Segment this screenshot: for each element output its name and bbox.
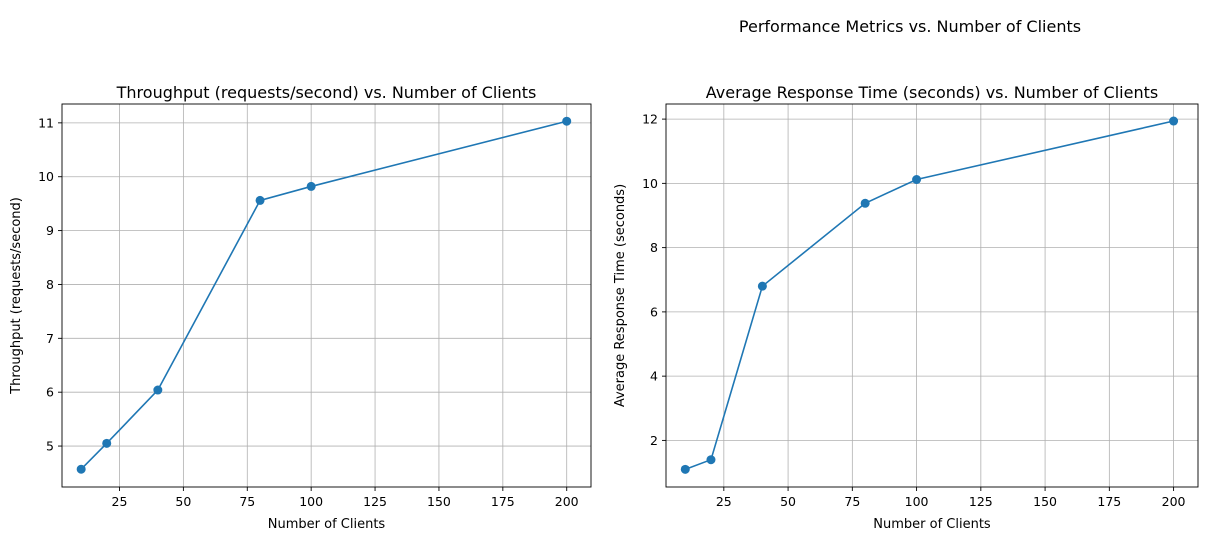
response-time-ytick-label-8: 8 xyxy=(650,240,658,255)
response-time-xlabel: Number of Clients xyxy=(873,517,991,532)
response-time-xtick-label-125: 125 xyxy=(969,494,993,509)
throughput-xtick-label-200: 200 xyxy=(555,494,579,509)
throughput-point-100 xyxy=(306,181,316,191)
throughput-xtick-label-100: 100 xyxy=(299,494,323,509)
response-time-point-200 xyxy=(1169,116,1179,126)
throughput-xtick-label-125: 125 xyxy=(363,494,387,509)
response-time-ytick-label-2: 2 xyxy=(650,433,658,448)
response-time-point-20 xyxy=(706,455,716,465)
response-time-ylabel: Average Response Time (seconds) xyxy=(613,184,628,407)
throughput-xtick-label-50: 50 xyxy=(175,494,191,509)
response-time-xtick-label-50: 50 xyxy=(780,494,796,509)
response-time-xtick-label-75: 75 xyxy=(844,494,860,509)
response-time-xtick-label-25: 25 xyxy=(716,494,732,509)
throughput-xtick-label-75: 75 xyxy=(239,494,255,509)
response-time-ytick-label-4: 4 xyxy=(650,369,658,384)
throughput-xtick-label-175: 175 xyxy=(491,494,515,509)
throughput-title: Throughput (requests/second) vs. Number … xyxy=(116,83,537,102)
response-time-ytick-label-10: 10 xyxy=(642,176,658,191)
response-time-point-10 xyxy=(680,464,690,474)
throughput-xtick-label-150: 150 xyxy=(427,494,451,509)
response-time-xtick-label-100: 100 xyxy=(905,494,929,509)
throughput-xtick-label-25: 25 xyxy=(112,494,128,509)
throughput-ylabel: Throughput (requests/second) xyxy=(9,197,24,395)
response-time-point-100 xyxy=(912,175,922,185)
figure-suptitle: Performance Metrics vs. Number of Client… xyxy=(739,17,1081,36)
response-time-ytick-label-12: 12 xyxy=(642,112,658,127)
throughput-ytick-label-7: 7 xyxy=(46,331,54,346)
response-time-xtick-label-175: 175 xyxy=(1097,494,1121,509)
throughput-xlabel: Number of Clients xyxy=(268,517,386,532)
throughput-ytick-label-11: 11 xyxy=(38,115,54,130)
throughput-ytick-label-9: 9 xyxy=(46,223,54,238)
throughput-point-200 xyxy=(562,116,572,126)
response-time-ytick-label-6: 6 xyxy=(650,304,658,319)
response-time-xtick-label-150: 150 xyxy=(1033,494,1057,509)
throughput-point-80 xyxy=(255,195,265,205)
response-time-axes-frame xyxy=(665,103,1199,488)
throughput-point-20 xyxy=(102,438,112,448)
throughput-ytick-label-5: 5 xyxy=(46,439,54,454)
throughput-ytick-label-6: 6 xyxy=(46,385,54,400)
throughput-point-10 xyxy=(76,464,86,474)
response-time-title: Average Response Time (seconds) vs. Numb… xyxy=(706,83,1158,102)
response-time-point-80 xyxy=(860,198,870,208)
response-time-chart: 25 50 75 100 125 150 175 200 2 4 6 8 10 12 Average Res… xyxy=(613,83,1199,532)
throughput-ytick-label-8: 8 xyxy=(46,277,54,292)
throughput-series-line xyxy=(80,120,567,470)
throughput-point-40 xyxy=(153,385,163,395)
throughput-chart: 25 50 75 100 125 150 175 200 5 6 7 8 9 10 11 Throughput… xyxy=(9,83,592,532)
response-time-series-line xyxy=(684,120,1174,471)
throughput-axes-frame xyxy=(61,103,592,488)
throughput-ytick-label-10: 10 xyxy=(38,169,54,184)
response-time-xtick-label-200: 200 xyxy=(1162,494,1186,509)
response-time-point-40 xyxy=(757,281,767,291)
